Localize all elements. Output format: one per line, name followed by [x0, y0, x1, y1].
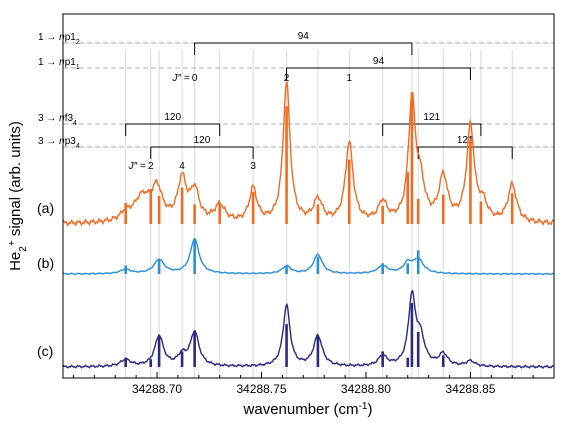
bracket-label: 94: [298, 31, 310, 42]
x-tick-label: 34288.70: [132, 382, 182, 396]
level-label-np1-1: 1 → np11: [38, 57, 80, 71]
j-value-label: 2: [284, 73, 290, 84]
panel-b: (b): [37, 237, 554, 276]
x-axis-title: wavenumber (cm-1): [243, 401, 373, 419]
spectrum-trace-a: [62, 81, 555, 227]
bracket-5: [417, 146, 513, 159]
panel-label: (b): [37, 255, 54, 271]
level-label-nf3-4: 3 → nf34: [38, 113, 77, 127]
j-prefix-label: J″ =: [171, 73, 189, 84]
level-label-np1-2: 1 → np12: [38, 32, 80, 46]
bracket-1: [286, 67, 471, 80]
spectrum-trace-c: [62, 289, 554, 370]
x-tick-label: 34288.80: [341, 382, 391, 396]
bracket-label: 120: [164, 112, 181, 123]
y-axis-title: He2+ signal (arb. units): [7, 121, 29, 271]
level-label-np3-4: 3 → np34: [38, 136, 80, 150]
x-tick-label: 34288.85: [445, 382, 495, 396]
bracket-label: 120: [194, 135, 211, 146]
bracket-label: 121: [457, 135, 474, 146]
j-value-label: 3: [250, 161, 256, 172]
panel-label: (c): [37, 343, 53, 359]
x-tick-label: 34288.75: [236, 382, 286, 396]
j-value-label: 4: [179, 161, 185, 172]
j-value-label: 0: [192, 73, 198, 84]
j-labels: J″ = 0 2 1 J″ = 2 4 3: [128, 73, 353, 172]
j-value-label: 1: [346, 73, 352, 84]
bracket-4: [382, 123, 482, 136]
j-value-label: 2: [148, 161, 154, 172]
bracket-2: [125, 123, 221, 136]
panel-label: (a): [37, 200, 54, 216]
bracket-0: [194, 42, 413, 55]
transition-levels: 1 → np12 1 → np11 3 → nf34 3 → np34: [38, 32, 554, 150]
panel-c: (c): [37, 289, 554, 370]
spectrum-trace-b: [62, 237, 554, 276]
plot-frame: [62, 13, 555, 379]
bracket-3: [150, 146, 254, 159]
bracket-label: 121: [423, 112, 440, 123]
j-prefix-label: J″ =: [128, 161, 146, 172]
spectra-panels: (a) (b) (c): [37, 81, 555, 370]
panel-a: (a): [37, 81, 555, 227]
x-axis: 34288.70 34288.75 34288.80 34288.85: [72, 372, 534, 396]
bracket-label: 94: [373, 56, 385, 67]
